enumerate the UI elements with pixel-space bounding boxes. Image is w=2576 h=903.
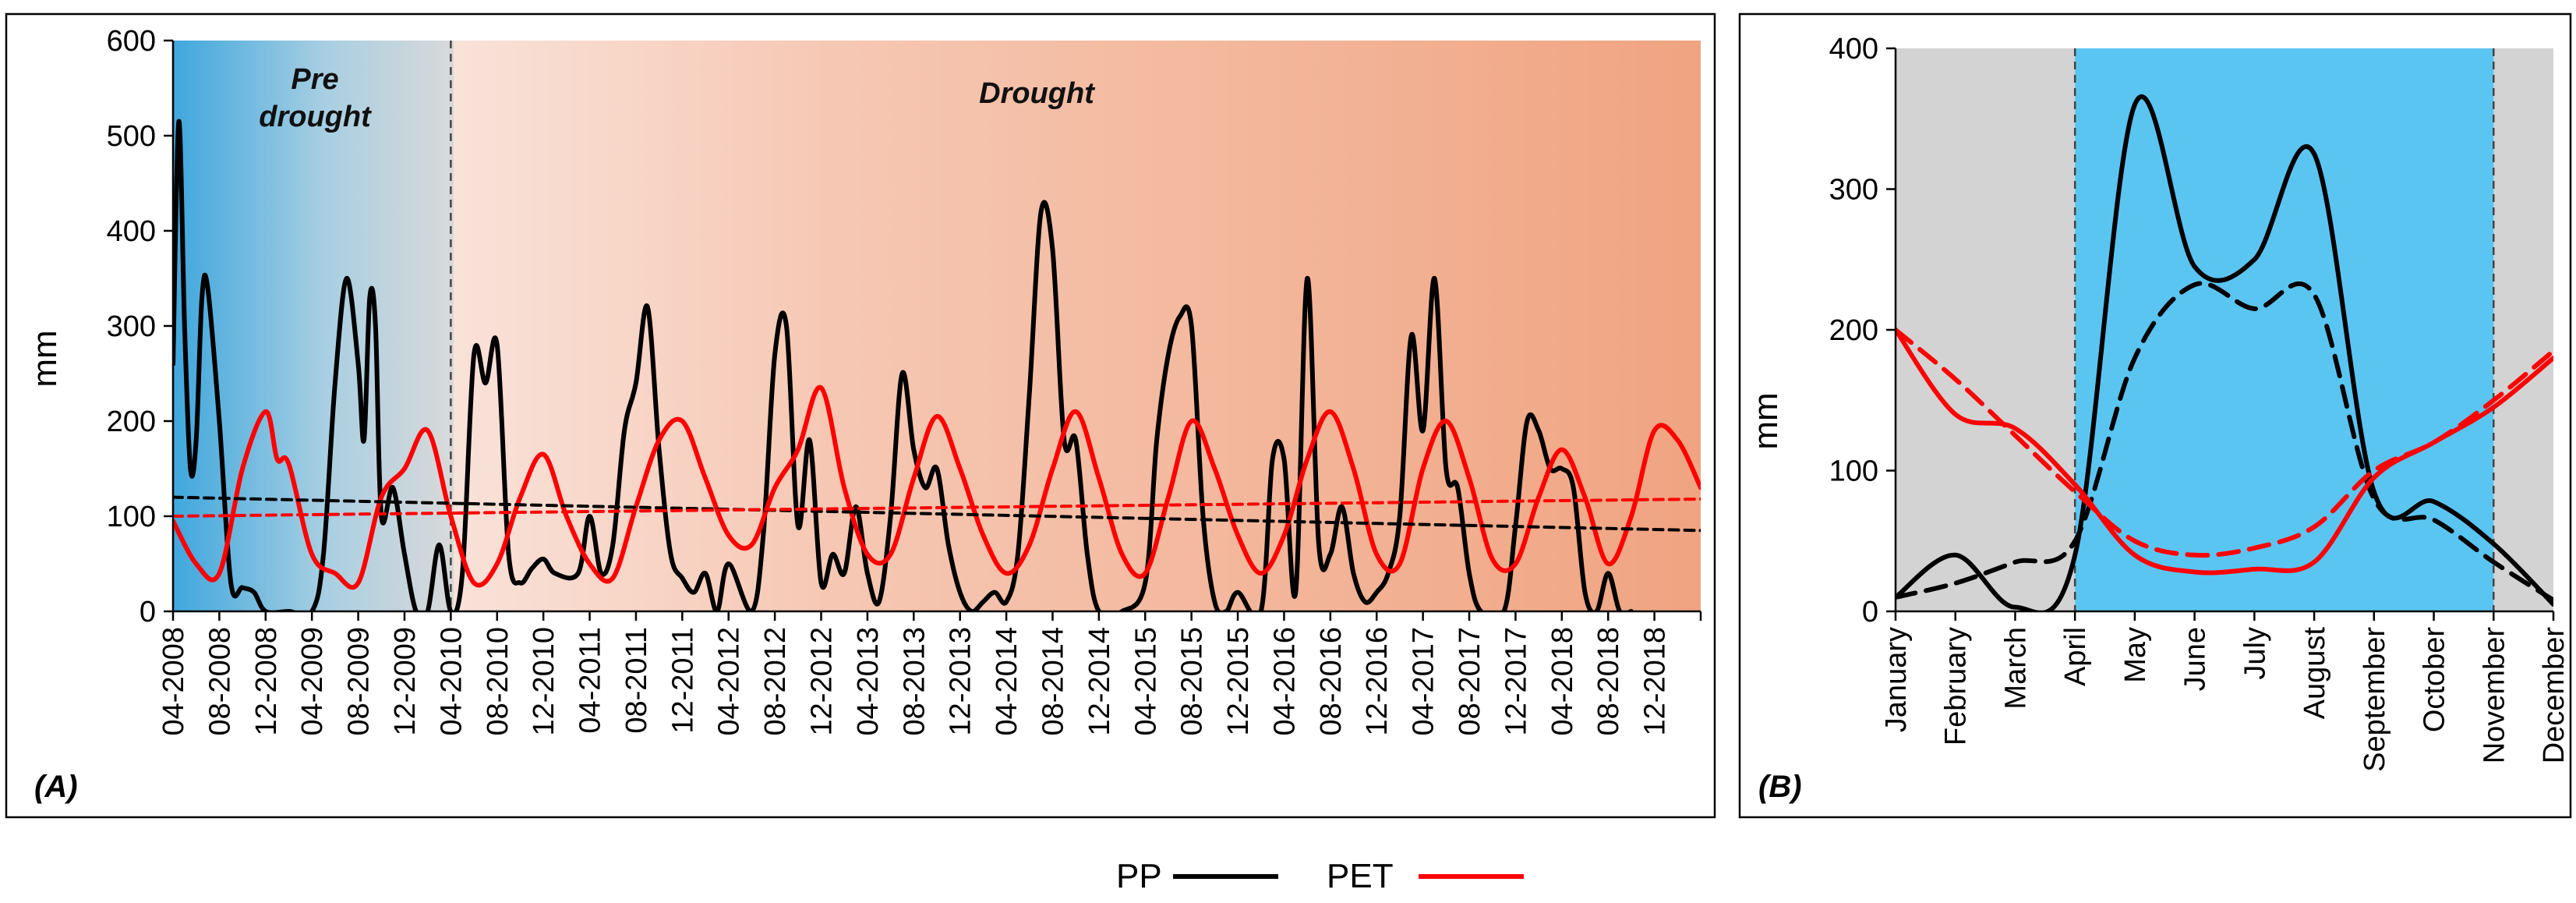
legend-label-pp: PP <box>1116 857 1162 895</box>
panel-b-xtick-label-january: January <box>1880 627 1913 732</box>
panel-b-ytick-label: 200 <box>1829 314 1878 347</box>
panel-b: 0 100 200 300 400 January February March April M… <box>1747 33 2571 804</box>
panel-b-xtick-label-september: September <box>2359 627 2391 772</box>
panel-a-ytick-label: 200 <box>107 405 156 438</box>
panel-a-xtick-label: 04-2017 <box>1408 627 1440 735</box>
panel-a-xtick-label: 04-2011 <box>574 627 607 734</box>
panel-a-xtick-label: 12-2013 <box>945 627 977 735</box>
annotation-drought: Drought <box>979 77 1095 110</box>
panel-a-xtick-label: 08-2010 <box>482 627 514 735</box>
panel-b-frame <box>1738 12 2572 819</box>
panel-b-ytick-label: 300 <box>1829 174 1878 207</box>
panel-a-xtick-label: 08-2017 <box>1454 627 1486 735</box>
panel-b-xtick-label-june: June <box>2179 627 2212 691</box>
panel-a-xtick-label: 04-2014 <box>991 627 1023 735</box>
panel-b-ytick-label: 0 <box>1862 596 1878 629</box>
panel-b-xtick-label-october: October <box>2419 627 2451 733</box>
panel-b-xtick-label-may: May <box>2119 627 2152 683</box>
panel-a-ytick-label: 0 <box>140 596 156 629</box>
panel-b-ylabel: mm <box>1747 392 1785 449</box>
panel-a: 0 100 200 300 400 500 600 04-2008 08-2008 12-200… <box>26 25 1702 804</box>
panel-a-xtick-label: 12-2016 <box>1361 627 1394 735</box>
panel-a-frame <box>5 12 1716 819</box>
panel-a-ytick-label: 100 <box>107 501 156 533</box>
panel-a-xtick-label: 08-2013 <box>898 627 931 735</box>
panel-a-xtick-label: 08-2015 <box>1176 627 1209 735</box>
panel-a-series-pp-trend <box>173 495 1701 533</box>
panel-a-xtick-label: 04-2016 <box>1268 627 1301 735</box>
panel-a-xtick-label: 12-2018 <box>1639 627 1672 735</box>
panel-a-xtick-label: 12-2012 <box>806 627 839 735</box>
panel-a-ytick-label: 400 <box>107 215 156 248</box>
panel-a-xtick-label: 08-2014 <box>1037 627 1069 735</box>
panel-b-xtick-label-july: July <box>2239 627 2271 680</box>
panel-a-xtick-label: 04-2012 <box>713 627 746 735</box>
panel-b-xtick-label-november: November <box>2478 627 2511 764</box>
panel-a-xtick-label: 08-2018 <box>1592 627 1625 735</box>
wet-season-highlight <box>2075 48 2494 611</box>
panel-a-xtick-label: 04-2010 <box>435 627 468 735</box>
panel-a-series-pet <box>173 384 1701 590</box>
panel-a-xtick-label: 08-2008 <box>203 627 236 735</box>
panel-b-xtick-label-august: August <box>2299 627 2331 720</box>
panel-b-ytick-label: 400 <box>1829 33 1878 66</box>
panel-b-xtick-label-february: February <box>1940 627 1973 745</box>
legend: PP PET <box>1116 857 1524 895</box>
panel-b-xtick-label-december: December <box>2538 627 2571 764</box>
panel-a-label: (A) <box>34 770 78 804</box>
panel-b-series-pet-dashed <box>1896 328 2553 558</box>
panel-a-xtick-label: 08-2011 <box>620 627 653 734</box>
legend-label-pet: PET <box>1327 857 1394 895</box>
panel-b-series-pp <box>1896 94 2553 611</box>
panel-a-ylabel: mm <box>26 330 64 387</box>
panel-a-xtick-label: 12-2015 <box>1222 627 1255 735</box>
panel-a-ytick-label: 500 <box>107 120 156 153</box>
panel-a-xtick-label: 12-2008 <box>250 627 283 735</box>
annotation-pre-drought-line1: Pre <box>291 63 338 96</box>
panel-b-xtick-label-april: April <box>2059 627 2092 686</box>
panel-a-xtick-label: 12-2011 <box>666 627 699 734</box>
panel-b-ytick-label: 100 <box>1829 455 1878 488</box>
panel-b-series-pp-dashed <box>1896 281 2553 603</box>
panel-a-series-pet-trend <box>173 498 1701 518</box>
panel-a-xtick-label: 04-2008 <box>157 627 190 735</box>
annotation-pre-drought-line2: drought <box>259 101 372 133</box>
panel-a-ytick-label: 300 <box>107 310 156 343</box>
panel-a-xtick-label: 04-2013 <box>852 627 885 735</box>
panel-a-xtick-label: 08-2009 <box>343 627 376 735</box>
panel-b-label: (B) <box>1758 770 1802 804</box>
panel-a-xtick-label: 04-2015 <box>1129 627 1162 735</box>
panel-a-xtick-label: 12-2014 <box>1083 627 1116 735</box>
panel-a-xtick-label: 12-2009 <box>389 627 422 735</box>
panel-a-xtick-label: 12-2010 <box>528 627 560 735</box>
panel-a-xtick-label: 04-2018 <box>1546 627 1579 735</box>
panel-a-xtick-label: 12-2017 <box>1500 627 1532 735</box>
panel-b-xtick-label-march: March <box>1999 627 2032 710</box>
panel-a-xtick-label: 04-2009 <box>296 627 329 735</box>
panel-a-ytick-label: 600 <box>107 25 156 58</box>
panel-a-xtick-label: 08-2012 <box>759 627 792 735</box>
panel-a-xtick-label: 08-2016 <box>1315 627 1348 735</box>
